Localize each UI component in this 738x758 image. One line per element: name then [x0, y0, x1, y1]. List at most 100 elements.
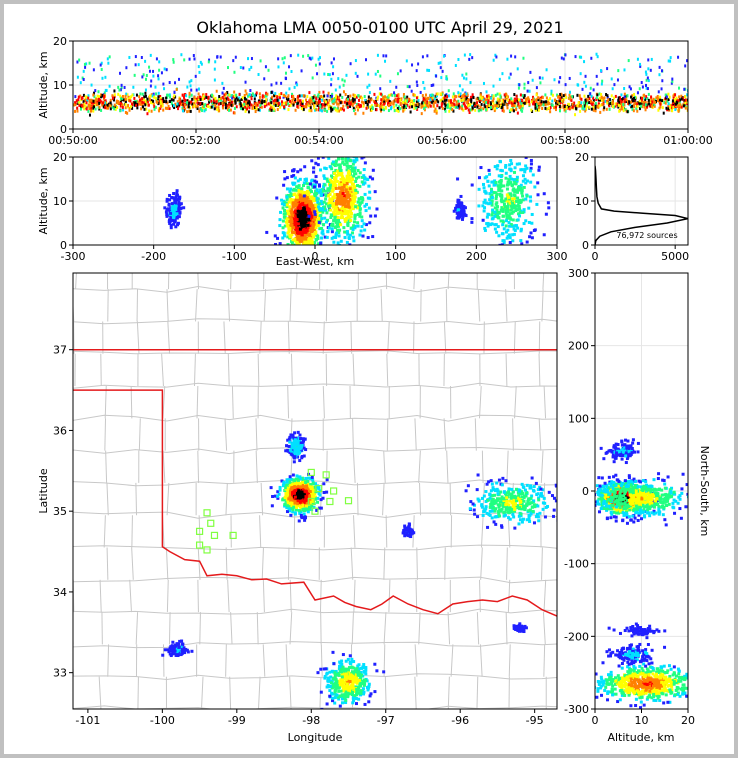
altitude-time-source: [434, 100, 437, 104]
east-west-source: [486, 224, 490, 228]
altitude-time-source: [100, 61, 103, 65]
altitude-time-source: [128, 98, 131, 102]
east-west-source: [320, 202, 324, 206]
east-west-source: [285, 205, 289, 209]
altitude-time-source: [429, 98, 432, 102]
altitude-time-source: [540, 100, 543, 104]
altitude-time-source: [671, 109, 674, 113]
east-west-source: [175, 191, 179, 195]
east-west-source: [482, 186, 486, 190]
altitude-time-source: [607, 98, 610, 102]
east-west-source: [490, 190, 494, 194]
altitude-time-source: [495, 104, 498, 108]
altitude-time-source: [211, 101, 214, 105]
east-west-source: [504, 176, 508, 180]
altitude-time-source: [339, 101, 342, 105]
east-west-source: [290, 230, 294, 234]
altitude-time-source: [520, 98, 523, 102]
east-west-source: [304, 191, 308, 195]
east-west-source: [313, 192, 317, 196]
altitude-time-source: [488, 104, 491, 108]
altitude-time-source: [680, 97, 683, 101]
east-west-source: [502, 239, 506, 243]
altitude-time-source: [221, 101, 224, 105]
east-west-source: [304, 232, 308, 236]
altitude-time-source: [678, 100, 681, 104]
east-west-source: [279, 210, 283, 214]
altitude-time-source: [559, 76, 562, 80]
altitude-time-source: [173, 106, 176, 110]
altitude-time-source: [105, 100, 108, 104]
altitude-time-source: [251, 92, 254, 96]
east-west-source: [310, 215, 314, 219]
altitude-time-source: [152, 69, 155, 73]
altitude-time-source: [675, 98, 678, 102]
altitude-time-source: [624, 107, 627, 111]
altitude-time-source: [181, 106, 184, 110]
east-west-source: [515, 178, 519, 182]
east-west-source: [341, 150, 344, 153]
county-line: [70, 483, 71, 515]
altitude-time-source: [469, 95, 472, 99]
east-west-source: [525, 166, 529, 170]
altitude-time-source: [123, 85, 126, 89]
altitude-time-source: [191, 102, 194, 106]
east-west-source: [506, 204, 510, 208]
east-west-source: [337, 172, 341, 176]
altitude-time-source: [285, 91, 288, 95]
east-west-source: [320, 217, 324, 221]
altitude-time-source: [250, 97, 253, 101]
altitude-time-source: [195, 88, 198, 92]
east-west-source: [506, 235, 510, 239]
altitude-time-source: [638, 102, 641, 106]
altitude-time-source: [431, 100, 434, 104]
altitude-time-source: [644, 108, 647, 112]
altitude-time-source: [95, 98, 98, 102]
altitude-time-source: [377, 103, 380, 107]
east-west-source: [348, 243, 352, 245]
altitude-time-source: [212, 94, 215, 98]
altitude-time-source: [193, 101, 196, 105]
altitude-time-source: [636, 102, 639, 106]
altitude-time-source: [334, 108, 337, 112]
altitude-time-source: [250, 65, 253, 69]
east-west-source: [508, 224, 512, 228]
altitude-time-source: [128, 107, 131, 111]
altitude-time-source: [507, 98, 510, 102]
altitude-time-source: [665, 93, 668, 97]
east-west-source: [359, 229, 363, 233]
altitude-time-source: [677, 99, 680, 103]
east-west-source: [301, 217, 305, 221]
east-west-source: [330, 236, 334, 240]
altitude-time-source: [471, 56, 474, 60]
altitude-time-source: [166, 101, 169, 105]
altitude-time-source: [316, 72, 319, 76]
altitude-time-source: [96, 94, 99, 98]
altitude-time-source: [325, 98, 328, 102]
ew-xtick-label: 100: [385, 250, 406, 263]
altitude-time-source: [154, 105, 157, 109]
altitude-time-source: [215, 100, 218, 104]
east-west-source: [481, 218, 485, 222]
altitude-time-source: [170, 98, 173, 102]
altitude-time-source: [125, 66, 128, 70]
altitude-time-source: [559, 101, 562, 105]
altitude-time-source: [441, 102, 444, 106]
east-west-source: [314, 207, 318, 211]
altitude-time-source: [270, 101, 273, 105]
altitude-time-source: [134, 63, 137, 67]
east-west-source: [521, 174, 525, 178]
altitude-time-source: [576, 93, 579, 97]
east-west-source: [524, 197, 528, 201]
east-west-source: [312, 185, 316, 189]
altitude-time-source: [535, 100, 538, 104]
altitude-time-source: [205, 95, 208, 99]
altitude-time-source: [558, 80, 561, 84]
altitude-time-source: [486, 107, 489, 111]
east-west-source: [460, 213, 464, 217]
county-line: [106, 547, 109, 580]
altitude-time-source: [181, 93, 184, 97]
east-west-source: [287, 246, 290, 249]
altitude-time-source: [588, 105, 591, 109]
altitude-time-source: [661, 79, 664, 83]
